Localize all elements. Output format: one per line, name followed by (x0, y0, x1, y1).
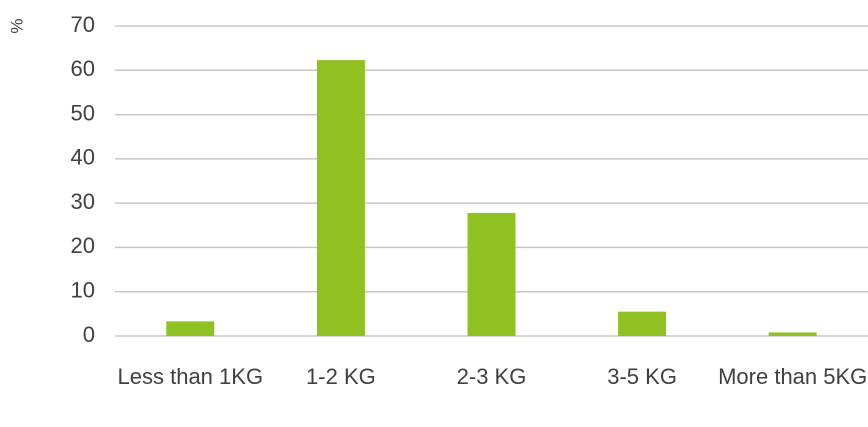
y-tick-label: 0 (83, 322, 95, 347)
y-tick-label: 40 (71, 145, 95, 170)
y-tick-label: 50 (71, 100, 95, 125)
x-tick-label: More than 5KG (718, 364, 868, 389)
y-tick-label: 20 (71, 233, 95, 258)
x-tick-label: 3-5 KG (607, 364, 677, 389)
x-tick-label: 2-3 KG (456, 364, 527, 389)
y-tick-label: 60 (71, 56, 95, 81)
bar (768, 332, 817, 336)
y-tick-label: 30 (71, 189, 95, 214)
y-tick-label: 70 (71, 12, 95, 37)
y-axis-label: % (7, 18, 26, 33)
x-tick-label: Less than 1KG (117, 364, 264, 389)
bar (467, 212, 516, 336)
y-tick-label: 10 (71, 278, 95, 303)
bar (316, 60, 365, 336)
bar (618, 311, 667, 336)
x-tick-label: 1-2 KG (306, 364, 376, 389)
bar (166, 321, 215, 336)
